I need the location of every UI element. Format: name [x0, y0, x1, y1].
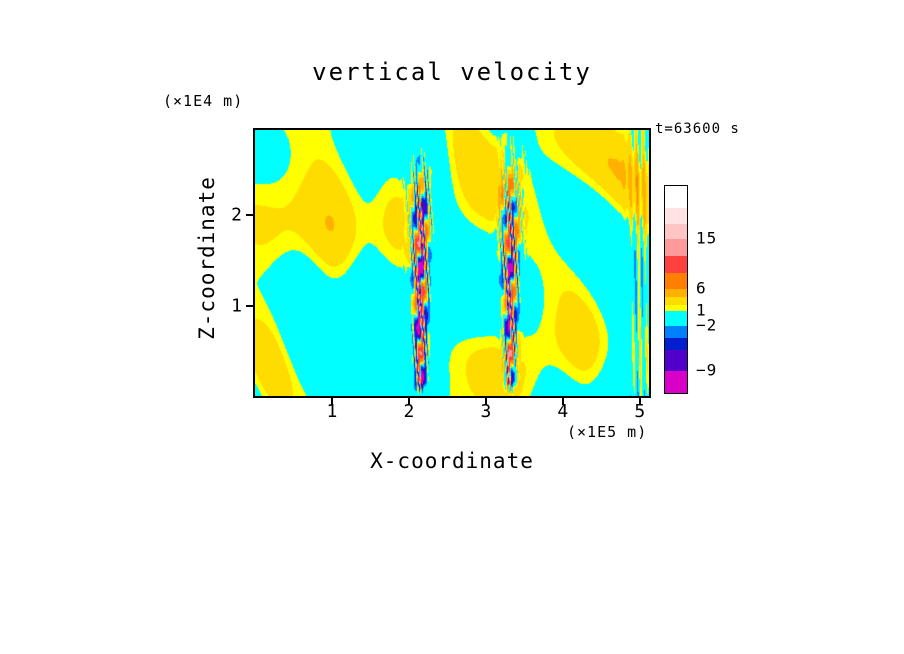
- colorbar-tick-label: 1: [696, 300, 707, 320]
- colorbar-segment: [665, 371, 687, 393]
- colorbar-tick-label: −9: [696, 360, 718, 380]
- z-tick-label: 2: [231, 204, 242, 226]
- x-tick-label: 1: [326, 401, 338, 422]
- colorbar-segment: [665, 311, 687, 326]
- colorbar-segment: [665, 224, 687, 239]
- colorbar-segment: [665, 326, 687, 338]
- colorbar-segment: [665, 338, 687, 350]
- x-tick-mark: [407, 398, 410, 405]
- x-tick-label: 3: [480, 401, 492, 422]
- x-tick-mark: [330, 398, 333, 405]
- figure-title: vertical velocity: [312, 58, 592, 86]
- z-tick-label: 1: [231, 295, 242, 317]
- x-axis-unit-label: (×1E5 m): [567, 423, 648, 441]
- x-tick-mark: [638, 398, 641, 405]
- colorbar-segment: [665, 297, 687, 305]
- colorbar-tick-label: 6: [696, 278, 707, 298]
- z-axis-label: Z-coordinate: [195, 176, 219, 340]
- colorbar-segment: [665, 289, 687, 297]
- colorbar-segment: [665, 186, 687, 208]
- heatmap-canvas: [255, 130, 649, 396]
- colorbar-segment: [665, 208, 687, 224]
- x-tick-mark: [561, 398, 564, 405]
- x-tick-label: 5: [634, 401, 646, 422]
- colorbar-segment: [665, 256, 687, 273]
- z-tick-mark: [246, 304, 253, 307]
- colorbar-segment: [665, 273, 687, 289]
- x-tick-label: 2: [403, 401, 415, 422]
- z-axis-unit-label: (×1E4 m): [163, 92, 244, 110]
- colorbar: [664, 185, 688, 394]
- time-annotation: t=63600 s: [655, 121, 740, 137]
- colorbar-segment: [665, 239, 687, 256]
- x-tick-label: 4: [557, 401, 569, 422]
- plot-frame: [253, 128, 651, 398]
- colorbar-tick-label: −2: [696, 315, 718, 335]
- colorbar-segment: [665, 305, 687, 311]
- z-tick-mark: [246, 214, 253, 217]
- x-tick-mark: [484, 398, 487, 405]
- colorbar-tick-label: 15: [696, 228, 718, 248]
- x-axis-label: X-coordinate: [370, 449, 534, 473]
- colorbar-segment: [665, 350, 687, 371]
